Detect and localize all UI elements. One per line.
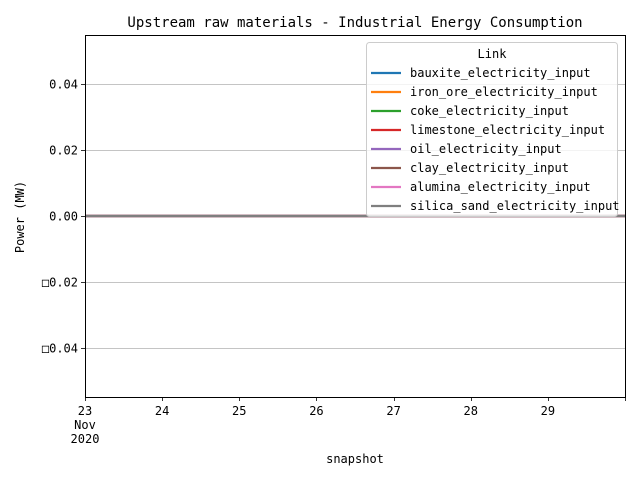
- y-tick-label: □0.02: [42, 276, 78, 290]
- legend-box: [366, 42, 618, 217]
- x-tick-label: 24: [155, 404, 169, 418]
- legend-label: clay_electricity_input: [410, 161, 569, 175]
- legend-label: silica_sand_electricity_input: [410, 199, 620, 213]
- x-tick-label: 27: [386, 404, 400, 418]
- y-tick-label: □0.04: [42, 342, 78, 356]
- x-tick-label: 26: [309, 404, 323, 418]
- legend-label: oil_electricity_input: [410, 142, 562, 156]
- x-tick-label: Nov: [74, 418, 96, 432]
- legend-items: bauxite_electricity_input iron_ore_electr…: [371, 66, 620, 213]
- x-tick-label: 2020: [71, 432, 100, 446]
- x-tick-label: 28: [463, 404, 477, 418]
- legend-label: alumina_electricity_input: [410, 180, 591, 194]
- legend-label: bauxite_electricity_input: [410, 66, 591, 80]
- x-tick-label: 25: [232, 404, 246, 418]
- legend-title: Link: [478, 47, 508, 61]
- y-tick-label: 0.04: [49, 78, 78, 92]
- legend-label: coke_electricity_input: [410, 104, 569, 118]
- y-tick-label: 0.00: [49, 210, 78, 224]
- x-tick-label: 23: [78, 404, 92, 418]
- plot-frame: [85, 35, 626, 398]
- x-tick-label: 29: [541, 404, 555, 418]
- y-axis-label: Power (MW): [13, 181, 27, 253]
- x-axis-label: snapshot: [326, 452, 384, 466]
- legend-label: iron_ore_electricity_input: [410, 85, 598, 99]
- y-tick-label: 0.02: [49, 144, 78, 158]
- legend: Link bauxite_electricity_input iron_ore_e…: [366, 42, 620, 217]
- legend-label: limestone_electricity_input: [410, 123, 605, 137]
- chart-title: Upstream raw materials - Industrial Ener…: [127, 15, 582, 31]
